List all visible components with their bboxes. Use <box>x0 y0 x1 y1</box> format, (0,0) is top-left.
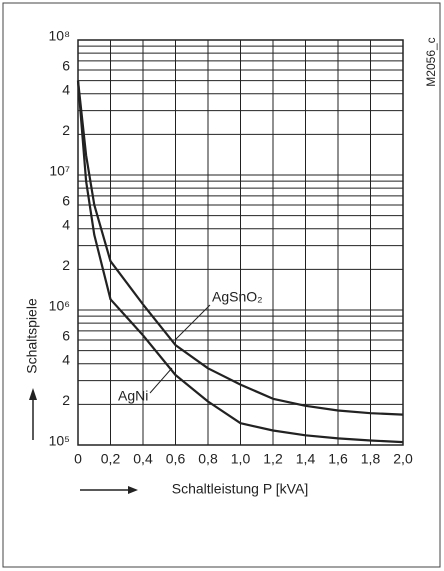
x-tick-label: 1,6 <box>328 451 348 467</box>
x-tick-label: 1,4 <box>296 451 316 467</box>
x-tick-label: 1,8 <box>361 451 381 467</box>
y-tick-label: 4 <box>62 351 70 367</box>
x-tick-label: 0,8 <box>198 451 218 467</box>
x-tick-label: 0 <box>74 451 82 467</box>
series-label: AgSnO₂ <box>212 289 263 305</box>
y-tick-label: 4 <box>62 216 70 232</box>
y-tick-label: 6 <box>62 58 70 74</box>
x-tick-label: 2,0 <box>393 451 413 467</box>
y-tick-label: 10⁷ <box>49 163 70 179</box>
y-tick-label: 10⁸ <box>49 28 71 44</box>
y-axis-label: Schaltspiele <box>24 298 40 374</box>
y-tick-label: 2 <box>62 122 70 138</box>
y-tick-label: 2 <box>62 257 70 273</box>
data-line <box>76 80 404 444</box>
data-line <box>76 80 404 416</box>
x-tick-label: 1,0 <box>231 451 251 467</box>
x-tick-label: 0,4 <box>133 451 153 467</box>
y-tick-label: 2 <box>62 392 70 408</box>
y-tick-label: 10⁵ <box>49 433 70 449</box>
y-tick-label: 6 <box>62 328 70 344</box>
y-tick-label: 6 <box>62 193 70 209</box>
y-tick-label: 10⁶ <box>49 298 70 314</box>
x-axis-label: Schaltleistung P [kVA] <box>172 481 308 497</box>
figure-code: M2056_c <box>424 37 438 86</box>
plot-border <box>77 39 404 446</box>
leader-line <box>174 304 211 341</box>
leader-line <box>149 367 173 394</box>
y-arrow-head <box>29 388 37 400</box>
series-label: AgNi <box>118 388 148 404</box>
x-tick-label: 0,6 <box>166 451 186 467</box>
y-tick-label: 4 <box>62 81 70 97</box>
x-tick-label: 1,2 <box>263 451 283 467</box>
x-tick-label: 0,2 <box>101 451 121 467</box>
x-arrow-head <box>128 486 138 494</box>
